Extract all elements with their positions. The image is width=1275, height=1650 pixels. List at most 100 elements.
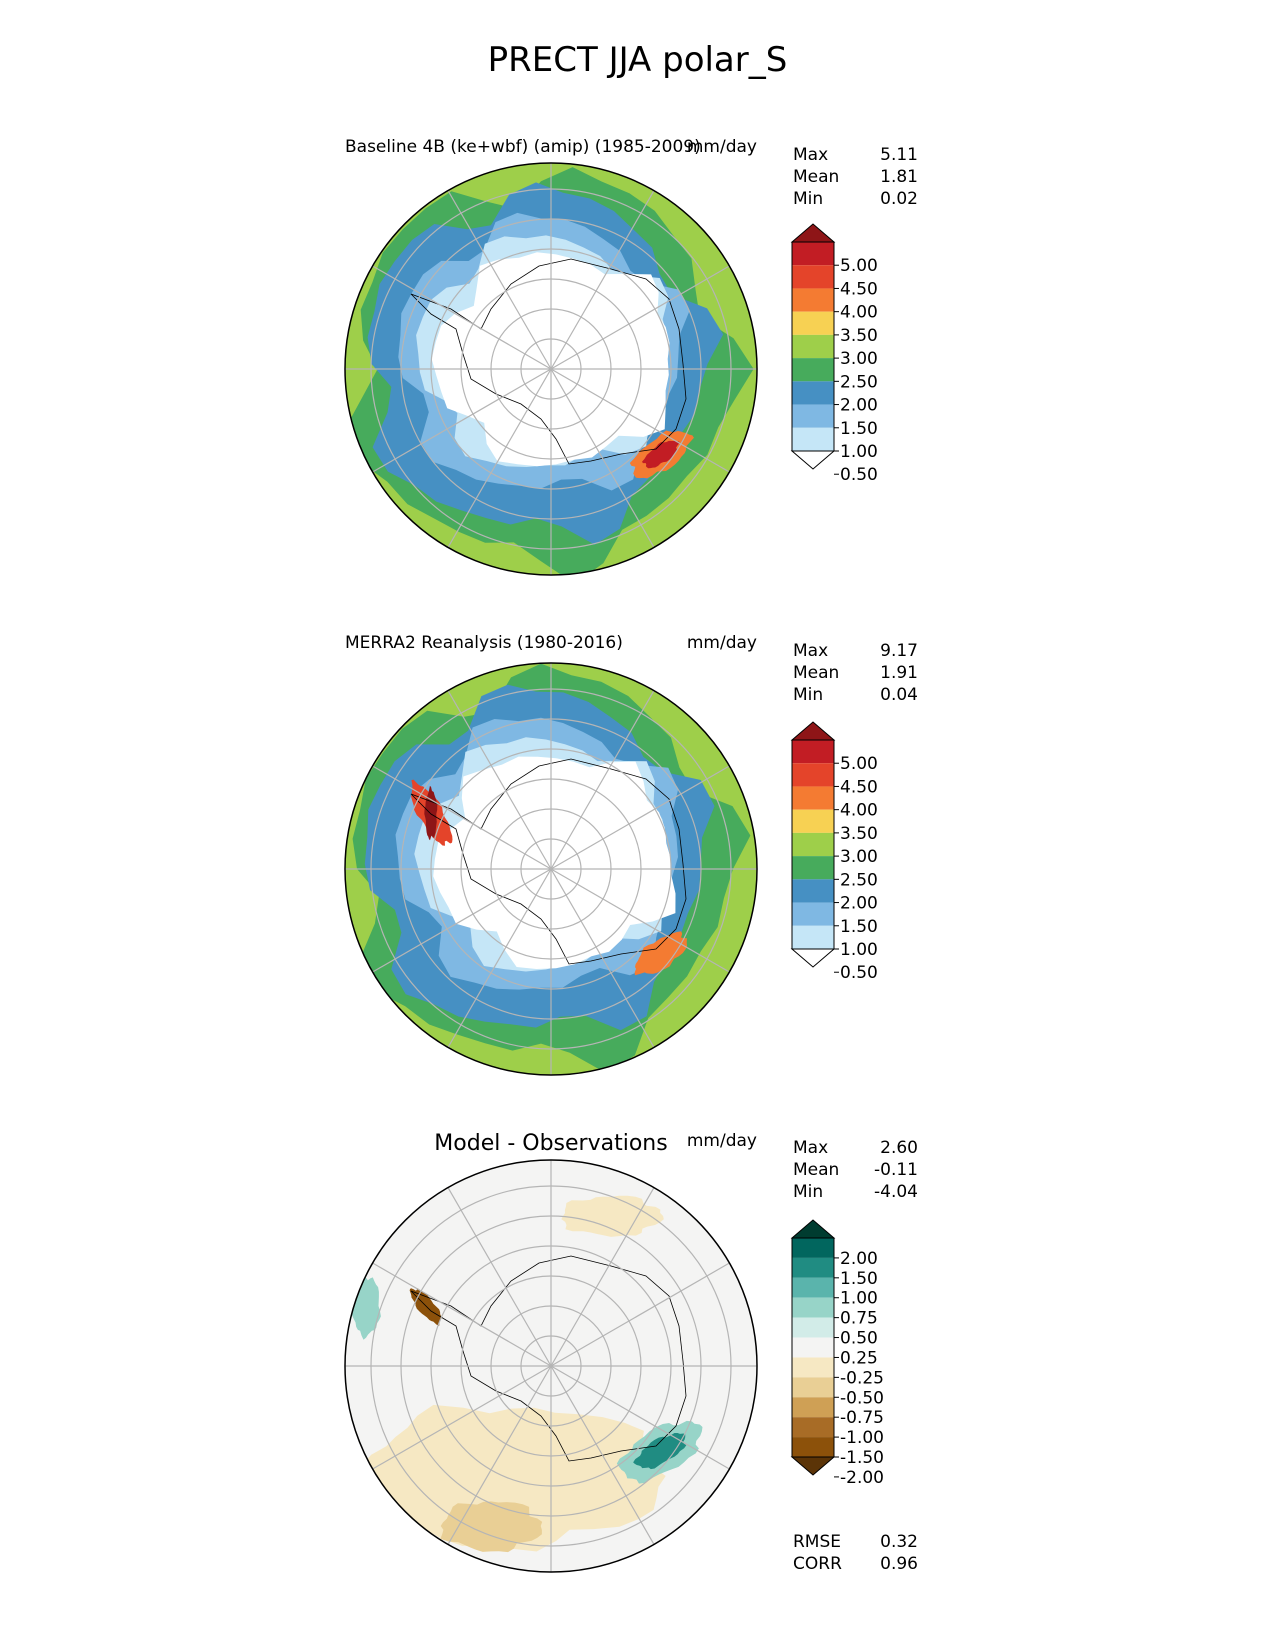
colorbar-extend-max (790, 1219, 836, 1239)
meridian-line (447, 190, 552, 370)
meridian-line (550, 368, 730, 473)
colorbar-swatch (792, 358, 834, 382)
colorbar-swatch (792, 1377, 834, 1398)
meridian-line (550, 1262, 730, 1367)
colorbar-tick-label: 4.00 (840, 303, 878, 323)
colorbar-tick-label: 2.00 (840, 396, 878, 416)
colorbar-tick-label: 5.00 (840, 256, 878, 276)
panel-3: Model - Observations mm/day Max 2.60 Mean -0.… (344, 1131, 918, 1574)
panel-2: MERRA2 Reanalysis (1980-2016) mm/day Max 9.… (344, 633, 918, 1076)
colorbar-extend-max (790, 721, 836, 741)
colorbar-tick-label: 3.50 (840, 326, 878, 346)
colorbar-tick-label: -1.50 (840, 1448, 884, 1468)
stat-value: 0.02 (880, 189, 918, 209)
meridian-line (550, 765, 730, 870)
colorbar-swatch (792, 1238, 834, 1258)
panel-title: Baseline 4B (ke+wbf) (amip) (1985-2009) (345, 137, 701, 157)
colorbar-swatch (792, 879, 834, 903)
map-border (344, 1159, 758, 1573)
map-border (344, 162, 758, 576)
figure-title: PRECT JJA polar_S (487, 40, 788, 80)
colorbar-tick-label: -0.25 (840, 1368, 884, 1388)
colorbar-tick-label: 2.50 (840, 870, 878, 890)
colorbar-tick-label: 2.50 (840, 372, 878, 392)
stat-label: Min (793, 189, 823, 209)
colorbar-tick-label: 4.50 (840, 279, 878, 299)
stat-value: -4.04 (874, 1182, 918, 1202)
meridian-line (372, 868, 552, 973)
colorbar-swatch (792, 334, 834, 359)
meridian-line (372, 765, 552, 870)
colorbar-tick-label: 0.50 (840, 1329, 878, 1349)
colorbar-extend-min (790, 450, 836, 470)
colorbar-swatch (792, 1297, 834, 1318)
meridian-line (372, 368, 552, 473)
colorbar-swatch (792, 311, 834, 335)
stat-label: Max (793, 145, 828, 165)
colorbar-swatch (792, 1277, 834, 1298)
colorbar-swatch (792, 1397, 834, 1418)
band-neg-0.25-0.50 (561, 1195, 664, 1237)
panel-1: Baseline 4B (ke+wbf) (amip) (1985-2009)m… (344, 137, 918, 576)
map-field (345, 663, 757, 1075)
stat-label: Min (793, 685, 823, 705)
panel-title: Model - Observations (434, 1131, 667, 1156)
colorbar-tick-label: 3.50 (840, 824, 878, 844)
colorbar-tick-label: -2.00 (840, 1468, 884, 1488)
band-4.00-4.50 (634, 931, 688, 976)
meridian-line (550, 1365, 655, 1545)
colorbar-swatch (792, 404, 834, 428)
meridian-line (372, 1262, 552, 1367)
stat-label: Mean (793, 663, 839, 683)
colorbar-tick-label: -0.75 (840, 1408, 884, 1428)
colorbar-swatch (792, 809, 834, 833)
colorbar-swatch (792, 1357, 834, 1378)
colorbar-tick-label: 1.50 (840, 1269, 878, 1289)
stat-value: -0.11 (874, 1160, 918, 1180)
graticule (345, 663, 757, 1075)
stat-value: 1.91 (880, 663, 918, 683)
meridian-line (550, 368, 655, 548)
colorbar-swatch (792, 288, 834, 312)
colorbar-tick-label: 1.00 (840, 442, 878, 462)
meridian-line (447, 1365, 552, 1545)
colorbar-swatch (792, 925, 834, 949)
stat-value: 5.11 (880, 145, 918, 165)
stat-label: Mean (793, 1160, 839, 1180)
meridian-line (550, 265, 730, 370)
stat-value: 2.60 (880, 1138, 918, 1158)
panel-units: mm/day (687, 137, 757, 157)
colorbar-tick-label: 0.50 (840, 465, 878, 485)
map-border (344, 662, 758, 1076)
stat-label: RMSE (793, 1532, 841, 1552)
stat-label: Max (793, 641, 828, 661)
map-field (345, 163, 757, 575)
meridian-line (447, 868, 552, 1048)
meridian-line (550, 1187, 655, 1367)
colorbar-swatch (792, 242, 834, 266)
colorbar-tick-label: 2.00 (840, 1249, 878, 1269)
meridian-line (550, 190, 655, 370)
colorbar-tick-label: 1.00 (840, 1289, 878, 1309)
band-5.00-max (642, 440, 680, 469)
colorbar-swatch (792, 1437, 834, 1457)
colorbar-swatch (792, 832, 834, 857)
colorbar-swatch (792, 763, 834, 787)
colorbar-tick-label: 1.50 (840, 917, 878, 937)
colorbar-swatch (792, 740, 834, 764)
colorbar-tick-label: 0.50 (840, 963, 878, 983)
meridian-line (372, 265, 552, 370)
colorbar-swatch (792, 1317, 834, 1338)
graticule (345, 163, 757, 575)
colorbar-extend-max (790, 223, 836, 243)
colorbar-tick-label: 3.00 (840, 349, 878, 369)
colorbar-tick-label: 1.50 (840, 419, 878, 439)
stat-value: 0.04 (880, 685, 918, 705)
colorbar-frame (791, 1237, 835, 1458)
colorbar-tick-label: -1.00 (840, 1428, 884, 1448)
colorbar-tick-label: 0.25 (840, 1348, 878, 1368)
colorbar-tick-label: 5.00 (840, 754, 878, 774)
colorbar-swatch (792, 427, 834, 451)
colorbar-tick-label: -0.50 (840, 1388, 884, 1408)
colorbar-swatch (792, 856, 834, 880)
